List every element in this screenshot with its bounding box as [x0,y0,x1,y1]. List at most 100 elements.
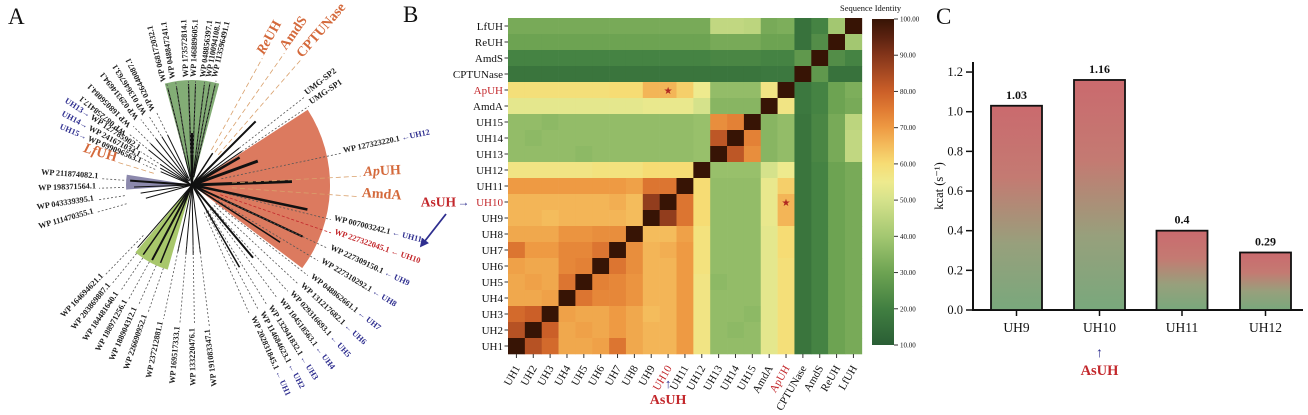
heatmap-cell [727,306,745,323]
tip-line [211,57,263,151]
heatmap-cell [524,178,542,195]
heatmap-cell [693,18,711,35]
heatmap-cell [794,338,812,355]
asuh-row-label: AsUH [421,195,457,210]
heatmap-cell [659,290,677,307]
tree-tip-label: WP 227309150.1 ← UH9 [329,243,411,288]
heatmap-cell [743,50,762,67]
heatmap-cell [710,146,728,163]
heatmap-cell [676,130,694,147]
tree-branch [191,184,201,253]
heatmap-cell [811,34,829,51]
heatmap-cell [642,178,660,195]
heatmap-cell [693,98,711,115]
heatmap-cell [659,66,677,83]
heatmap-cell [676,258,694,275]
tree-tip-label: WP 198371564.1 [38,181,96,192]
asuh-bar-label: AsUH [1081,363,1120,379]
heatmap-cell [625,338,644,355]
heatmap-cell [508,34,526,51]
colorbar-tick-label: 20.00 [900,305,916,313]
heatmap-cell [609,194,627,211]
tree-branch [193,84,211,174]
heatmap-cell [710,82,728,99]
tree-tip-label: LfUH [81,141,119,166]
heatmap-row-label: UH10 [476,197,503,209]
heatmap-cell [541,242,559,259]
heatmap-cell [642,50,660,67]
heatmap-col-label: UH5 [569,363,590,388]
heatmap-cell [558,162,576,179]
heatmap-cell [760,226,778,243]
asuh-pointer-arrow [419,213,447,248]
tree-branch [193,85,216,178]
heatmap-cell [727,194,745,211]
heatmap-col-label: AmdS [802,364,826,394]
heatmap-cell [592,290,610,307]
heatmap-cell [845,162,863,179]
heatmap-row-label: UH8 [482,229,504,241]
heatmap-cell [676,66,694,83]
heatmap-cell [760,194,778,211]
heatmap-cell [575,306,593,323]
tip-line [118,162,154,174]
heatmap-cell [676,338,694,355]
heatmap-cell [659,226,677,243]
heatmap-cell [659,322,677,339]
heatmap-row-label: ApUH [474,85,503,97]
heatmap-col-label: UH3 [536,363,557,388]
heatmap-cell [609,66,627,83]
phylogenetic-tree-panel: WP 111470355.1WP 043339395.1 WP 198371564… [36,1,447,397]
heatmap-cell [625,242,644,259]
heatmap-cell [609,226,627,243]
heatmap-cell [609,82,627,99]
heatmap-row-label: UH14 [476,133,503,145]
tree-tip-label: WP 191083347.1 [203,329,219,387]
heatmap-cell [845,82,863,99]
tree-tip-label: WP 188971256.1 [93,298,129,353]
tree-tip-label: WP 168056084.1 [85,82,132,129]
heatmap-cell [760,242,778,259]
tree-branch [191,184,303,238]
tree-branch [145,184,193,199]
y-axis-label: kcat (s⁻¹) [932,162,946,209]
tree-tip-label: UMG-SP1 [307,77,344,106]
heatmap-cell [811,130,829,147]
heatmap-cell [811,114,829,131]
tip-line [147,268,164,313]
heatmap-cell [845,338,863,355]
heatmap-cell [659,34,677,51]
tree-tip-label: WP 104518563.1 ← UH4 [278,297,337,371]
bar [1239,251,1292,311]
heatmap-cell [845,178,863,195]
tree-branch [160,171,193,186]
y-tick-label: 1.0 [947,105,963,119]
heatmap-panel: LfUHReUHAmdSCPTUNaseApUHAmdAUH15UH14UH13… [421,3,920,413]
heatmap-cell [710,274,728,291]
heatmap-cell [828,178,846,195]
heatmap-cell [828,82,846,99]
heatmap-cell [625,274,644,291]
heatmap-cell [592,338,610,355]
green-clade [164,80,220,185]
heatmap-cell [760,34,778,51]
heatmap-cell [743,66,762,83]
heatmap-cell [794,162,812,179]
bar-value-label: 1.03 [1006,88,1027,102]
heatmap-cell [524,114,542,131]
heatmap-cell [727,130,745,147]
heatmap-cell [508,82,526,99]
heatmap-cell [609,98,627,115]
heatmap-cell [828,274,846,291]
heatmap-cell [676,162,694,179]
heatmap-cell [524,258,542,275]
heatmap-row-label: LfUH [477,21,503,33]
heatmap-cell [760,322,778,339]
heatmap-cell [508,66,526,83]
tip-line [195,80,206,156]
heatmap-row-label: UH6 [482,261,504,273]
tree-tip-label: UH15→ WP 099096563.1 [58,122,143,165]
heatmap-cell [659,178,677,195]
heatmap-cell [828,98,846,115]
heatmap-cell [508,290,526,307]
